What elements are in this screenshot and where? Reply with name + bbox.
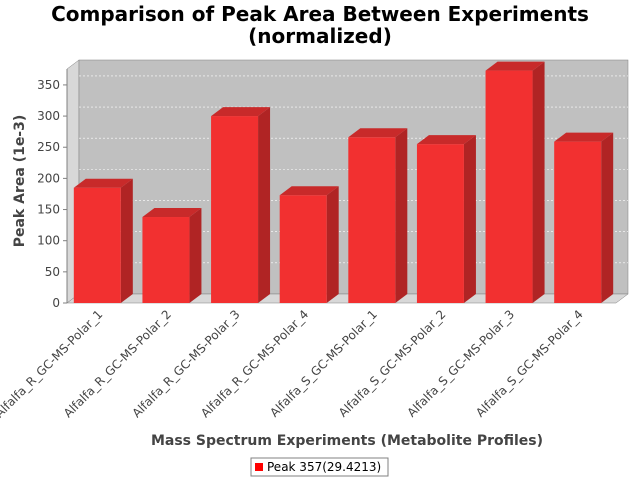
y-tick-label: 200 — [37, 171, 60, 185]
y-axis-label: Peak Area (1e-3) — [12, 115, 28, 248]
chart-title-line-1: Comparison of Peak Area Between Experime… — [51, 2, 589, 26]
bar-side — [120, 178, 133, 303]
bar-front — [211, 116, 259, 303]
y-tick-label: 150 — [37, 203, 60, 217]
y-axis: 0 50 100 150 200 250 300 350 — [37, 69, 68, 310]
x-axis-label: Mass Spectrum Experiments (Metabolite Pr… — [151, 433, 543, 449]
bar — [142, 208, 202, 303]
bar-side — [326, 186, 339, 303]
y-tick-label: 350 — [37, 78, 60, 92]
legend-box — [250, 457, 389, 477]
y-tick-label: 0 — [52, 296, 60, 310]
legend-swatch — [255, 463, 263, 471]
bar — [211, 107, 271, 303]
x-tick-label: Alfalfa_R_GC-MS-Polar_1 — [0, 307, 105, 420]
bar — [416, 135, 476, 303]
chart-title-line-2: (normalized) — [248, 24, 392, 48]
bar-side — [601, 132, 614, 303]
bar-top — [348, 128, 408, 138]
bar-front — [416, 144, 464, 303]
bar-side — [463, 135, 476, 303]
bar-front — [554, 141, 602, 303]
y-tick-label: 50 — [45, 265, 60, 279]
bar-front — [142, 217, 190, 303]
y-tick-label: 250 — [37, 140, 60, 154]
y-tick-label: 300 — [37, 109, 60, 123]
x-axis: Alfalfa_R_GC-MS-Polar_1Alfalfa_R_GC-MS-P… — [0, 307, 586, 420]
bar-top — [142, 208, 202, 218]
bar-top — [211, 107, 271, 117]
legend: Peak 357(29.4213) — [250, 457, 389, 477]
bar-top — [554, 132, 614, 142]
bar — [554, 132, 614, 303]
bar-side — [532, 61, 545, 303]
bar-top — [73, 178, 133, 188]
bar-front — [485, 70, 533, 303]
bar-front — [279, 195, 327, 303]
bar-front — [73, 187, 121, 303]
bar-side — [189, 208, 202, 303]
bar-front — [348, 137, 396, 303]
bar — [73, 178, 133, 303]
bar-top — [279, 186, 339, 196]
bar — [279, 186, 339, 303]
y-tick-label: 100 — [37, 234, 60, 248]
bar — [348, 128, 408, 303]
bar — [485, 61, 545, 303]
legend-label: Peak 357(29.4213) — [267, 460, 381, 474]
bar-top — [416, 135, 476, 145]
bar-side — [395, 128, 408, 303]
bars — [73, 61, 614, 303]
bar-top — [485, 61, 545, 71]
bar-side — [258, 107, 271, 303]
